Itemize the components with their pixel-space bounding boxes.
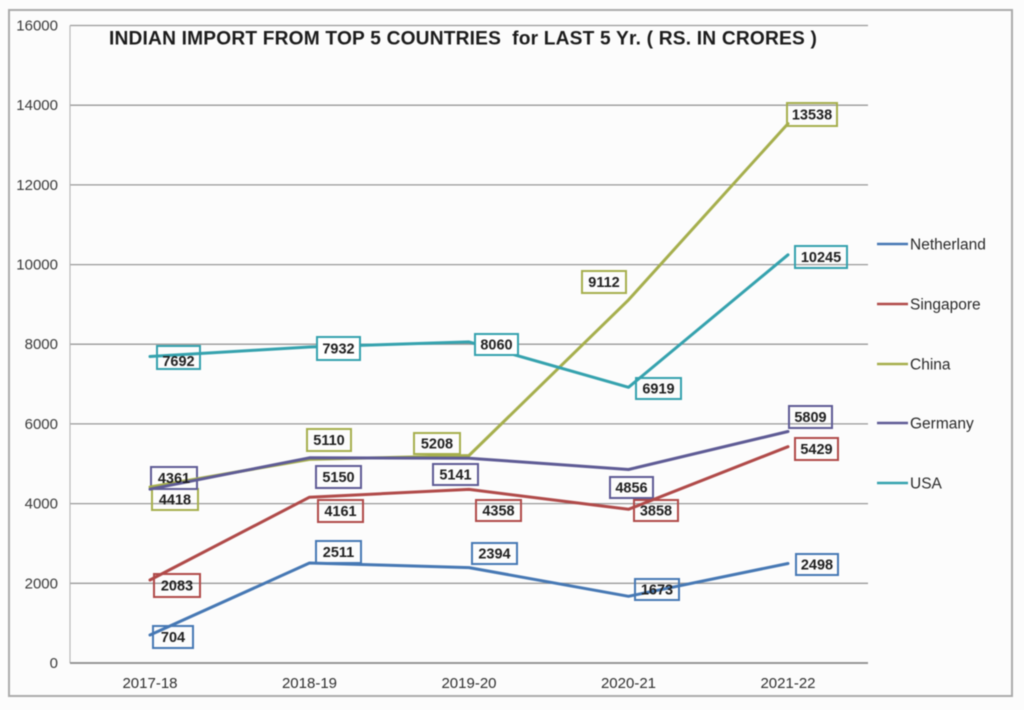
svg-text:14000: 14000 <box>16 97 58 114</box>
svg-text:4856: 4856 <box>615 481 647 497</box>
svg-text:2018-19: 2018-19 <box>282 675 337 692</box>
svg-text:704: 704 <box>161 630 185 646</box>
svg-text:2511: 2511 <box>323 545 354 561</box>
svg-text:China: China <box>910 357 951 374</box>
svg-text:2000: 2000 <box>25 575 58 592</box>
svg-text:8000: 8000 <box>25 336 58 353</box>
svg-text:6000: 6000 <box>25 416 58 433</box>
svg-text:Germany: Germany <box>910 416 974 433</box>
svg-text:4361: 4361 <box>158 471 190 487</box>
svg-text:7692: 7692 <box>162 354 194 370</box>
svg-text:2394: 2394 <box>478 547 510 563</box>
svg-text:9112: 9112 <box>588 275 619 291</box>
svg-text:5110: 5110 <box>313 433 344 449</box>
svg-text:Netherland: Netherland <box>910 237 986 254</box>
svg-text:1673: 1673 <box>641 583 673 599</box>
svg-text:4000: 4000 <box>25 496 58 513</box>
svg-text:USA: USA <box>910 476 943 493</box>
svg-text:2017-18: 2017-18 <box>122 675 177 692</box>
svg-text:4418: 4418 <box>159 493 191 509</box>
svg-text:10000: 10000 <box>16 257 58 274</box>
svg-text:2019-20: 2019-20 <box>441 675 496 692</box>
svg-text:5208: 5208 <box>421 437 453 453</box>
svg-text:INDIAN IMPORT FROM TOP 5 COUNT: INDIAN IMPORT FROM TOP 5 COUNTRIES for L… <box>109 29 817 50</box>
svg-text:2021-22: 2021-22 <box>760 675 815 692</box>
svg-text:12000: 12000 <box>16 177 58 194</box>
svg-text:5141: 5141 <box>439 468 471 484</box>
svg-text:4161: 4161 <box>324 504 356 520</box>
svg-text:5150: 5150 <box>322 470 354 486</box>
svg-text:16000: 16000 <box>16 18 58 35</box>
svg-text:7932: 7932 <box>322 342 354 358</box>
svg-text:5809: 5809 <box>794 410 826 426</box>
svg-text:13538: 13538 <box>792 108 832 124</box>
svg-text:Singapore: Singapore <box>910 297 981 314</box>
svg-text:5429: 5429 <box>800 442 832 458</box>
svg-text:6919: 6919 <box>642 382 674 398</box>
svg-text:3858: 3858 <box>640 504 672 520</box>
svg-text:2498: 2498 <box>801 558 833 574</box>
svg-text:2083: 2083 <box>161 579 193 595</box>
svg-text:0: 0 <box>50 655 58 672</box>
svg-text:10245: 10245 <box>801 250 841 266</box>
svg-text:2020-21: 2020-21 <box>601 675 656 692</box>
svg-text:8060: 8060 <box>480 338 512 354</box>
svg-text:4358: 4358 <box>482 504 514 520</box>
